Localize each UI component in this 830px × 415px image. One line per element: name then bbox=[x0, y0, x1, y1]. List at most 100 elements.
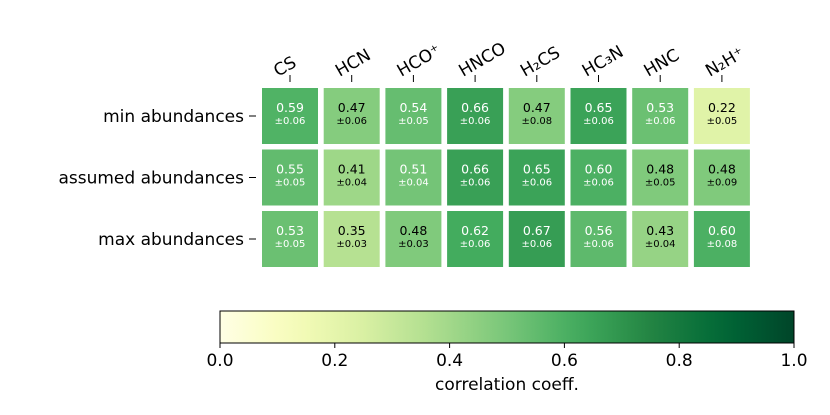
colorbar-tick-label: 0.6 bbox=[551, 351, 578, 371]
heatmap-cell: 0.55±0.05 bbox=[262, 149, 318, 206]
heatmap-cell: 0.65±0.06 bbox=[570, 88, 627, 144]
cell-error-label: ±0.08 bbox=[707, 239, 738, 250]
heatmap-cell-rect bbox=[508, 88, 565, 144]
heatmap-cell: 0.66±0.06 bbox=[447, 88, 504, 144]
heatmap-cell: 0.41±0.04 bbox=[323, 149, 380, 206]
colorbar-tick-label: 0.8 bbox=[666, 351, 693, 371]
heatmap-cell-rect bbox=[385, 149, 442, 206]
cell-error-label: ±0.06 bbox=[460, 116, 491, 127]
colorbar-gradient bbox=[219, 310, 795, 344]
heatmap-cell-rect bbox=[323, 211, 380, 267]
cell-value-label: 0.67 bbox=[523, 223, 551, 238]
heatmap-cell-rect bbox=[693, 149, 750, 206]
row-labels: min abundances assumed abundances max abun… bbox=[58, 107, 256, 250]
cell-error-label: ±0.06 bbox=[521, 178, 552, 189]
heatmap-cell: 0.62±0.06 bbox=[447, 211, 504, 267]
cell-error-label: ±0.06 bbox=[645, 116, 676, 127]
cell-error-label: ±0.06 bbox=[583, 116, 614, 127]
cell-value-label: 0.43 bbox=[646, 223, 674, 238]
heatmap-cell: 0.51±0.04 bbox=[385, 149, 442, 206]
cell-error-label: ±0.06 bbox=[460, 178, 491, 189]
cell-value-label: 0.53 bbox=[646, 100, 674, 115]
heatmap-cell: 0.65±0.06 bbox=[508, 149, 565, 206]
cell-error-label: ±0.05 bbox=[707, 116, 738, 127]
heatmap-cell-rect bbox=[693, 211, 750, 267]
heatmap-cell: 0.35±0.03 bbox=[323, 211, 380, 267]
heatmap-cell: 0.22±0.05 bbox=[693, 88, 750, 144]
heatmap-cell: 0.60±0.08 bbox=[693, 211, 750, 267]
cell-value-label: 0.41 bbox=[338, 162, 366, 177]
cell-value-label: 0.60 bbox=[708, 223, 736, 238]
heatmap-cell-rect bbox=[632, 149, 689, 206]
heatmap-cell: 0.59±0.06 bbox=[262, 88, 318, 144]
cell-value-label: 0.59 bbox=[276, 100, 304, 115]
colorbar-tick-label: 1.0 bbox=[780, 351, 807, 371]
cell-value-label: 0.56 bbox=[585, 223, 613, 238]
heatmap-cell-rect bbox=[385, 88, 442, 144]
colorbar-tick-label: 0.2 bbox=[321, 351, 348, 371]
column-label: HCN bbox=[332, 45, 374, 81]
cell-error-label: ±0.04 bbox=[398, 178, 429, 189]
heatmap-cell: 0.67±0.06 bbox=[508, 211, 565, 267]
cell-value-label: 0.53 bbox=[276, 223, 304, 238]
cell-value-label: 0.48 bbox=[646, 162, 674, 177]
column-label: HC₃N bbox=[579, 42, 627, 81]
cell-error-label: ±0.06 bbox=[336, 116, 367, 127]
heatmap-cell-rect bbox=[632, 88, 689, 144]
heatmap-cell: 0.56±0.06 bbox=[570, 211, 627, 267]
heatmap-cell-rect bbox=[385, 211, 442, 267]
column-label: HCO⁺ bbox=[394, 41, 445, 82]
heatmap-cell: 0.53±0.05 bbox=[262, 211, 318, 267]
heatmap-cell: 0.53±0.06 bbox=[632, 88, 689, 144]
column-label: CS bbox=[270, 53, 300, 82]
heatmap-cell-rect bbox=[262, 149, 318, 206]
heatmap-cell-rect bbox=[262, 211, 318, 267]
column-labels: CS HCN HCO⁺ HNCO H₂CS HC₃N HNC N₂H⁺ bbox=[270, 39, 748, 82]
heatmap-cell-rect bbox=[693, 88, 750, 144]
heatmap-cell-rect bbox=[323, 149, 380, 206]
heatmap-cell: 0.48±0.03 bbox=[385, 211, 442, 267]
heatmap-cell: 0.47±0.06 bbox=[323, 88, 380, 144]
colorbar-label: correlation coeff. bbox=[435, 375, 579, 395]
cell-error-label: ±0.05 bbox=[645, 178, 676, 189]
cell-error-label: ±0.03 bbox=[336, 239, 367, 250]
heatmap-cell: 0.48±0.05 bbox=[632, 149, 689, 206]
cell-error-label: ±0.03 bbox=[398, 239, 429, 250]
row-label: min abundances bbox=[103, 107, 244, 127]
colorbar: 0.0 0.2 0.4 0.6 0.8 1.0 correlation coeff. bbox=[206, 310, 808, 395]
colorbar-ticks: 0.0 0.2 0.4 0.6 0.8 1.0 bbox=[206, 343, 808, 371]
cell-error-label: ±0.06 bbox=[275, 116, 306, 127]
cell-value-label: 0.65 bbox=[585, 100, 613, 115]
cell-value-label: 0.66 bbox=[461, 100, 489, 115]
colorbar-tick-label: 0.4 bbox=[436, 351, 463, 371]
cell-error-label: ±0.04 bbox=[645, 239, 676, 250]
heatmap-cell: 0.43±0.04 bbox=[632, 211, 689, 267]
cell-error-label: ±0.05 bbox=[398, 116, 429, 127]
heatmap-cell-rect bbox=[262, 88, 318, 144]
heatmap-cell-rect bbox=[447, 88, 504, 144]
heatmap-cell-rect bbox=[508, 149, 565, 206]
heatmap-cell: 0.60±0.06 bbox=[570, 149, 627, 206]
cell-value-label: 0.66 bbox=[461, 162, 489, 177]
cell-value-label: 0.35 bbox=[338, 223, 366, 238]
cell-value-label: 0.22 bbox=[708, 100, 736, 115]
cell-value-label: 0.51 bbox=[399, 162, 427, 177]
cell-error-label: ±0.06 bbox=[521, 239, 552, 250]
cell-error-label: ±0.05 bbox=[275, 178, 306, 189]
cell-error-label: ±0.06 bbox=[583, 239, 614, 250]
cell-value-label: 0.55 bbox=[276, 162, 304, 177]
heatmap-cell-rect bbox=[447, 211, 504, 267]
cell-value-label: 0.47 bbox=[523, 100, 551, 115]
column-label: HNCO bbox=[455, 39, 509, 82]
colorbar-tick-label: 0.0 bbox=[206, 351, 233, 371]
cell-value-label: 0.65 bbox=[523, 162, 551, 177]
heatmap-cells: 0.59±0.060.47±0.060.54±0.050.66±0.060.47… bbox=[262, 88, 750, 267]
column-label: H₂CS bbox=[517, 43, 564, 81]
heatmap-cell: 0.47±0.08 bbox=[508, 88, 565, 144]
cell-error-label: ±0.05 bbox=[275, 239, 306, 250]
heatmap-cell-rect bbox=[632, 211, 689, 267]
heatmap-cell-rect bbox=[508, 211, 565, 267]
heatmap-cell-rect bbox=[570, 88, 627, 144]
cell-error-label: ±0.06 bbox=[583, 178, 614, 189]
cell-value-label: 0.47 bbox=[338, 100, 366, 115]
